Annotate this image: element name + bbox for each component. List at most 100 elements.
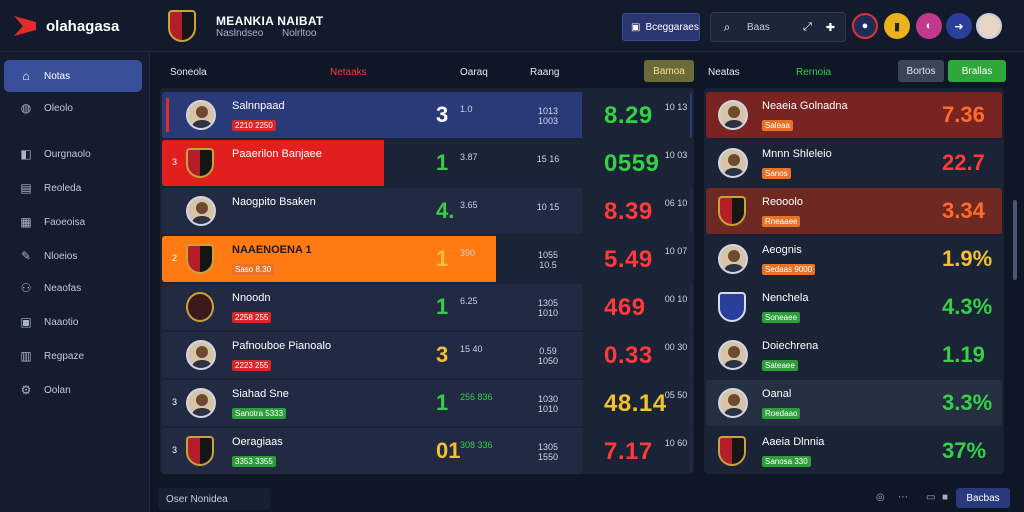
search-bar[interactable]: ⌕ Baas ⤢ ✚ [710, 12, 846, 42]
header-primary-button-label: Bceggaraes [645, 21, 699, 33]
sidebar-item-label: Faoeoisa [44, 216, 86, 228]
sidebar-item[interactable]: ▦ Faoeoisa [4, 206, 142, 238]
brand[interactable]: olahagasa [14, 14, 119, 38]
stat-sub: 15 40 [460, 344, 483, 354]
pin-icon: ✎ [20, 249, 32, 263]
settings-icon: ⚙ [20, 383, 32, 397]
player-tag: Sanosa 330 [762, 456, 811, 467]
table-row[interactable]: Salnnpaad 2210 2250 3 1.0 1013 1003 8.29 10 13 [162, 92, 692, 138]
stat-value: 1 [436, 246, 449, 271]
list-icon: ▤ [20, 181, 32, 195]
middle-stat: 1305 1550 [537, 442, 559, 462]
dots-icon[interactable]: ⋯ [898, 492, 908, 503]
player-name: Naogpito Bsaken [232, 196, 316, 208]
table-row[interactable]: Aaeia Dlnnia Sanosa 330 37% [706, 428, 1002, 474]
sidebar-item[interactable]: ▣ Naaotio [4, 306, 142, 338]
scrollbar[interactable] [1013, 200, 1017, 280]
stat-value: 1 [436, 390, 449, 415]
player-name: Pafnouboe Pianoalo [232, 340, 332, 352]
sidebar-item-label: Ourgnaolo [44, 148, 91, 160]
score-value: 0559 [604, 150, 660, 177]
score-cell [582, 140, 690, 186]
stop-icon[interactable]: ■ [942, 492, 949, 503]
row-highlight-bar [166, 98, 169, 132]
player-avatar [718, 244, 748, 274]
player-name: Nnoodn [232, 292, 271, 304]
rating-value: 4.3% [942, 294, 993, 319]
score-value: 469 [604, 294, 646, 321]
table-row[interactable]: Pafnouboe Pianoalo 2223 255 3 15 40 0.59 105… [162, 332, 692, 378]
score-cell [582, 284, 690, 330]
score-cell [582, 188, 690, 234]
top-bar: olahagasa MEANKIA NAIBAT Naslndseo Nolrl… [0, 0, 1024, 52]
badge-yellow-icon[interactable]: ▮ [884, 13, 910, 39]
chip-right-b[interactable]: Brallas [948, 60, 1006, 82]
table-row[interactable]: Oanal Roedaao 3.3% [706, 380, 1002, 426]
table-row[interactable]: Naogpito Bsaken 4. 3.65 10 15 8.39 06 10 [162, 188, 692, 234]
table-row[interactable]: Nnoodn 2258 255 1 6.25 1305 1010 469 00 10 [162, 284, 692, 330]
stat-sub: 256 836 [460, 392, 493, 402]
sidebar-item-label: Oleolo [44, 102, 73, 114]
chip-left[interactable]: Bamoa [644, 60, 694, 82]
team-crest-icon [718, 436, 746, 466]
sidebar-item-label: Reoleda [44, 182, 82, 194]
rating-value: 3.3% [942, 390, 993, 415]
search-input[interactable]: Baas [747, 21, 770, 33]
profile-icon[interactable] [976, 13, 1002, 39]
player-name: Oeragiaas [232, 436, 283, 448]
player-tag: Roedaao [762, 408, 801, 419]
sidebar-item[interactable]: ✎ Nloeios [4, 240, 142, 272]
badge-blue-icon[interactable]: ➜ [946, 13, 972, 39]
table-row[interactable]: Aeognis Sedaas 9000 1.9% [706, 236, 1002, 282]
header-primary-button[interactable]: ▣ Bceggaraes [622, 13, 700, 41]
globe-icon: ◍ [20, 101, 32, 115]
table-row[interactable]: 3 Oeragiaas 3353 3355 01 308 336 1305 1550 7.1… [162, 428, 692, 474]
table-row[interactable]: 3 Paaerilon Banjaee 1 3.87 15 16 0559 10 03 [162, 140, 692, 186]
sidebar-item[interactable]: ▥ Regpaze [4, 340, 142, 372]
footer-label[interactable]: Oser Nonidea [158, 488, 270, 510]
player-avatar [718, 340, 748, 370]
match-subtitle: Naslndseo [216, 28, 264, 39]
table-row[interactable]: Reooolo Rneaaee 3.34 [706, 188, 1002, 234]
middle-stat: 1030 1010 [537, 394, 559, 414]
table-row[interactable]: 3 Siahad Sne Sanotra 5333 1 256 836 1030 1010… [162, 380, 692, 426]
stat-value: 1 [436, 294, 449, 319]
badge-pink-icon[interactable]: ◐ [916, 13, 942, 39]
sidebar-item[interactable]: ⚇ Neaofas [4, 272, 142, 304]
row-rank: 3 [172, 397, 178, 407]
sidebar-item-label: Oolan [44, 384, 71, 396]
refresh-icon[interactable]: ◎ [876, 492, 885, 503]
score-value: 8.39 [604, 198, 653, 225]
sidebar-item[interactable]: ⚙ Oolan [4, 374, 142, 406]
player-tag: Soneaee [762, 312, 801, 323]
expand-icon[interactable]: ⤢ [803, 20, 812, 33]
chip-right-a[interactable]: Bortos [898, 60, 944, 82]
footer-bar: Oser Nonidea ◎ ⋯ ▭ ■ Bacbas [150, 484, 1024, 512]
footer-button[interactable]: Bacbas [956, 488, 1010, 508]
copy-icon[interactable]: ▭ [926, 492, 936, 503]
score-side: 10 60 [664, 438, 688, 448]
stat-value: 1 [436, 150, 449, 175]
score-side: 00 10 [664, 294, 688, 304]
score-side: 06 10 [664, 198, 688, 208]
mic-icon[interactable]: ✚ [825, 21, 836, 34]
section-label-left: Soneola [170, 66, 207, 78]
sidebar-item[interactable]: ◧ Ourgnaolo [4, 138, 142, 170]
sidebar-item[interactable]: ◍ Oleolo [4, 92, 142, 124]
middle-stat: 1055 10.5 [537, 250, 559, 270]
score-value: 5.49 [604, 246, 653, 273]
middle-stat: 10 15 [536, 202, 560, 212]
sidebar-item[interactable]: ⌂ Notas [4, 60, 142, 92]
table-row[interactable]: Neaeia Golnadna Saleaa 7.36 [706, 92, 1002, 138]
table-row[interactable]: 2 NAAENOENA 1 Saso 8.30 1 390 1055 10.5 5.49 10… [162, 236, 692, 282]
flag-red-icon[interactable]: ● [852, 13, 878, 39]
table-row[interactable]: Doiechrena Sateaee 1.19 [706, 332, 1002, 378]
table-row[interactable]: Mnnn Shleleio Sanos 22.7 [706, 140, 1002, 186]
player-name: Aaeia Dlnnia [762, 436, 825, 448]
row-rank: 2 [172, 253, 178, 263]
player-avatar [718, 388, 748, 418]
table-row[interactable]: Nenchela Soneaee 4.3% [706, 284, 1002, 330]
player-tag: 2223 255 [232, 360, 272, 371]
score-side: 05 50 [664, 390, 688, 400]
sidebar-item[interactable]: ▤ Reoleda [4, 172, 142, 204]
